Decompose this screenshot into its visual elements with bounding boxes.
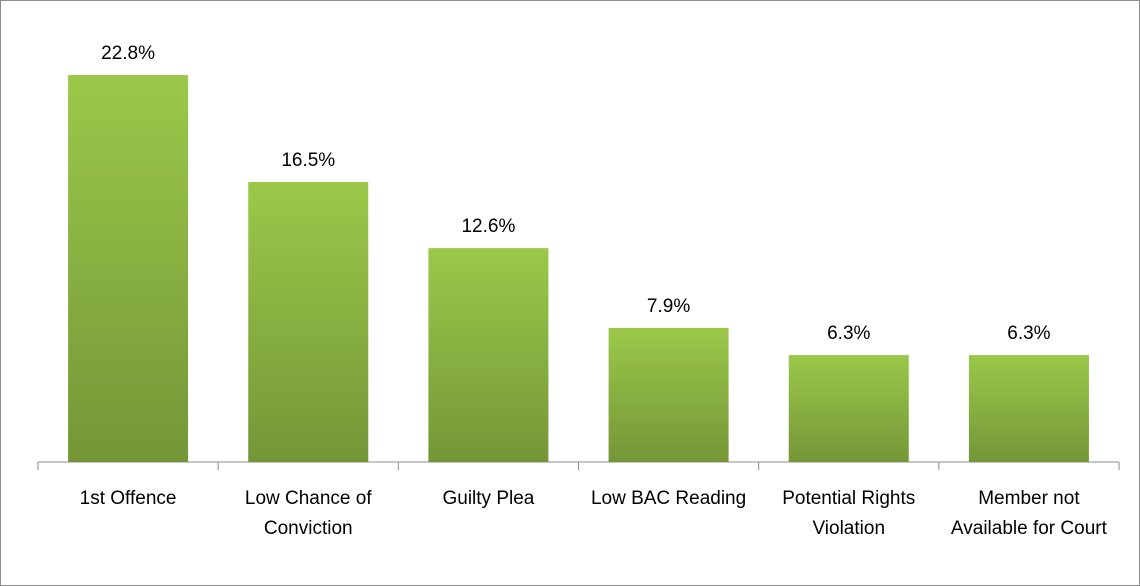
x-tick-label: Potential Rights Violation: [782, 488, 916, 539]
bar-shade: [68, 75, 189, 462]
x-tick-label: Guilty Plea: [442, 488, 535, 509]
bar-shade: [248, 181, 369, 462]
bar-shade: [968, 355, 1089, 462]
x-tick-label: Low BAC Reading: [590, 488, 747, 509]
bar-shade: [608, 327, 729, 462]
x-tick-label: Member not Available for Court: [950, 488, 1107, 539]
data-label: 6.3%: [827, 323, 870, 344]
x-tick-label: 1st Offence: [79, 488, 177, 509]
bar-shade: [788, 355, 909, 462]
bar-shade: [428, 248, 549, 462]
data-label: 16.5%: [281, 150, 335, 171]
data-label: 22.8%: [101, 43, 155, 64]
data-label: 7.9%: [647, 296, 690, 317]
data-label: 6.3%: [1007, 323, 1050, 344]
x-tick-label: Low Chance of Conviction: [244, 488, 372, 539]
data-label: 12.6%: [461, 216, 515, 237]
